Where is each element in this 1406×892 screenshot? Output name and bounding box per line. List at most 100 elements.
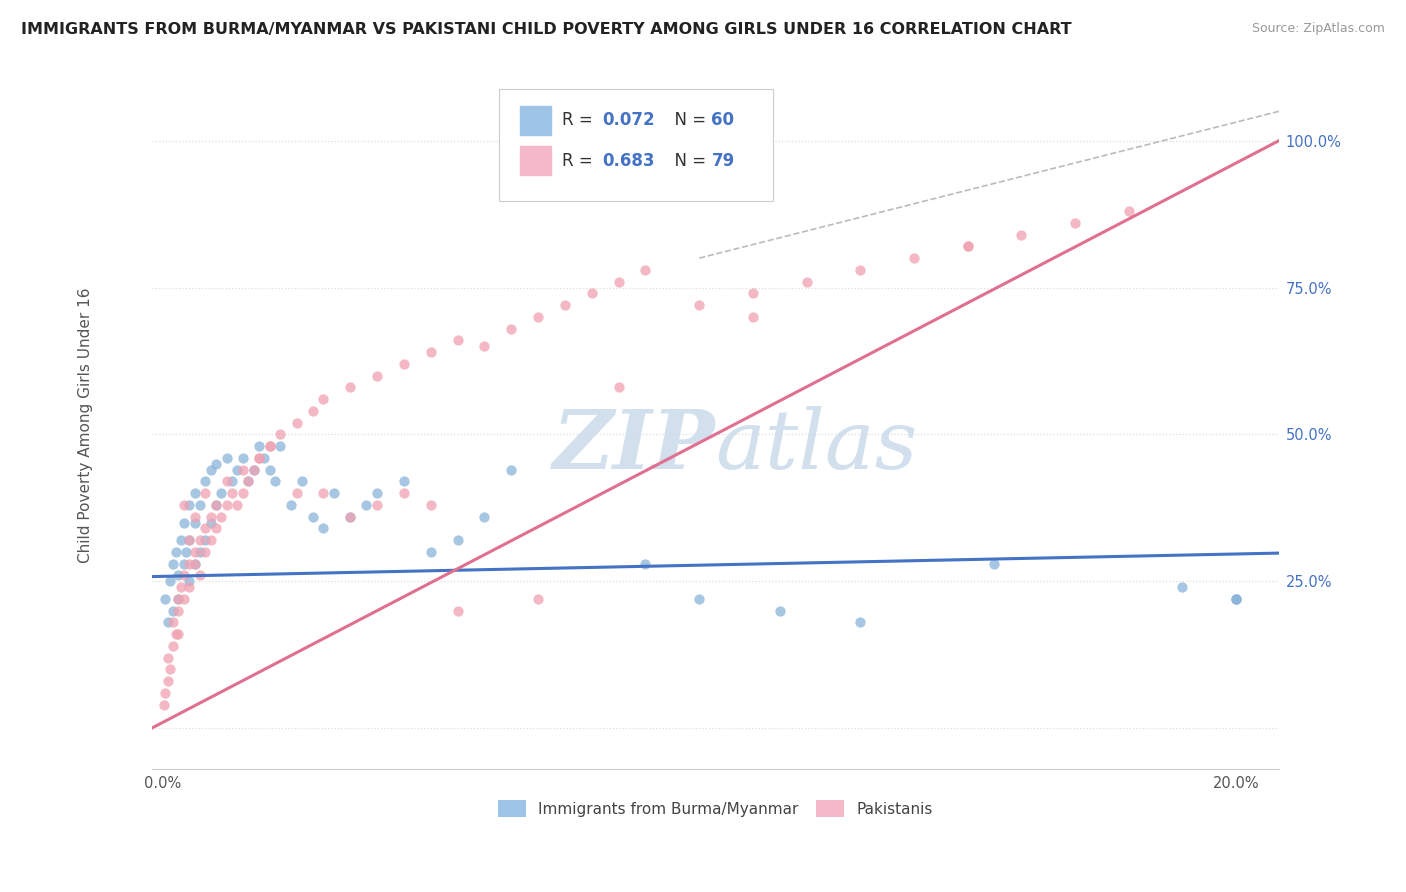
Point [167, 568, 190, 582]
Point [501, 321, 523, 335]
Point [280, 498, 302, 512]
Point [796, 275, 818, 289]
Point [173, 557, 195, 571]
Point [1225, 591, 1247, 606]
Text: Source: ZipAtlas.com: Source: ZipAtlas.com [1251, 22, 1385, 36]
Point [153, 591, 176, 606]
Point [179, 574, 201, 589]
Point [983, 557, 1005, 571]
Point [312, 486, 335, 500]
Point [179, 498, 201, 512]
Point [194, 545, 217, 559]
Point [205, 498, 228, 512]
Point [179, 533, 201, 548]
Point [1225, 591, 1247, 606]
Point [259, 439, 281, 453]
Point [259, 439, 281, 453]
Point [167, 627, 190, 641]
Point [162, 604, 184, 618]
Point [259, 463, 281, 477]
Point [165, 545, 187, 559]
Point [634, 557, 657, 571]
Point [167, 591, 190, 606]
Point [183, 516, 205, 530]
Point [1225, 591, 1247, 606]
Point [849, 263, 872, 277]
Point [153, 698, 176, 712]
Point [188, 545, 211, 559]
Point [170, 580, 193, 594]
Text: 60: 60 [711, 112, 734, 129]
Point [264, 475, 287, 489]
Point [167, 591, 190, 606]
Point [419, 345, 441, 359]
Text: atlas: atlas [716, 406, 918, 486]
Point [446, 533, 468, 548]
Point [221, 486, 243, 500]
Point [339, 509, 361, 524]
Point [247, 439, 270, 453]
Point [194, 486, 217, 500]
Point [339, 509, 361, 524]
Point [607, 275, 630, 289]
Point [446, 604, 468, 618]
Point [366, 368, 388, 383]
Text: 0.683: 0.683 [602, 152, 654, 169]
Point [285, 416, 308, 430]
Point [183, 545, 205, 559]
Point [173, 591, 195, 606]
Point [392, 357, 415, 371]
Point [323, 486, 346, 500]
Point [183, 557, 205, 571]
Text: 79: 79 [711, 152, 735, 169]
Point [162, 557, 184, 571]
Point [156, 674, 179, 689]
Point [159, 574, 181, 589]
Point [153, 686, 176, 700]
Point [301, 404, 323, 418]
Point [205, 521, 228, 535]
Point [215, 475, 238, 489]
Point [232, 463, 254, 477]
Point [173, 516, 195, 530]
Point [366, 498, 388, 512]
Point [194, 475, 217, 489]
Point [200, 463, 222, 477]
Point [179, 533, 201, 548]
Point [167, 604, 190, 618]
Point [474, 339, 496, 353]
Point [194, 533, 217, 548]
Point [253, 450, 276, 465]
Point [419, 498, 441, 512]
Point [173, 568, 195, 582]
Point [312, 392, 335, 406]
Point [446, 334, 468, 348]
Point [291, 475, 314, 489]
Point [179, 580, 201, 594]
Point [183, 557, 205, 571]
Point [238, 475, 260, 489]
Point [1010, 227, 1032, 242]
Point [634, 263, 657, 277]
Point [200, 509, 222, 524]
Point [173, 498, 195, 512]
Point [215, 498, 238, 512]
Text: R =: R = [562, 112, 599, 129]
Point [269, 439, 291, 453]
Text: 0.072: 0.072 [602, 112, 654, 129]
Point [301, 509, 323, 524]
Point [188, 498, 211, 512]
Point [205, 498, 228, 512]
Point [269, 427, 291, 442]
Point [176, 545, 198, 559]
Point [242, 463, 264, 477]
Point [200, 516, 222, 530]
Point [392, 486, 415, 500]
Point [162, 615, 184, 630]
Point [170, 533, 193, 548]
Point [194, 521, 217, 535]
Point [221, 475, 243, 489]
Point [205, 457, 228, 471]
Point [1118, 204, 1140, 219]
Point [200, 533, 222, 548]
